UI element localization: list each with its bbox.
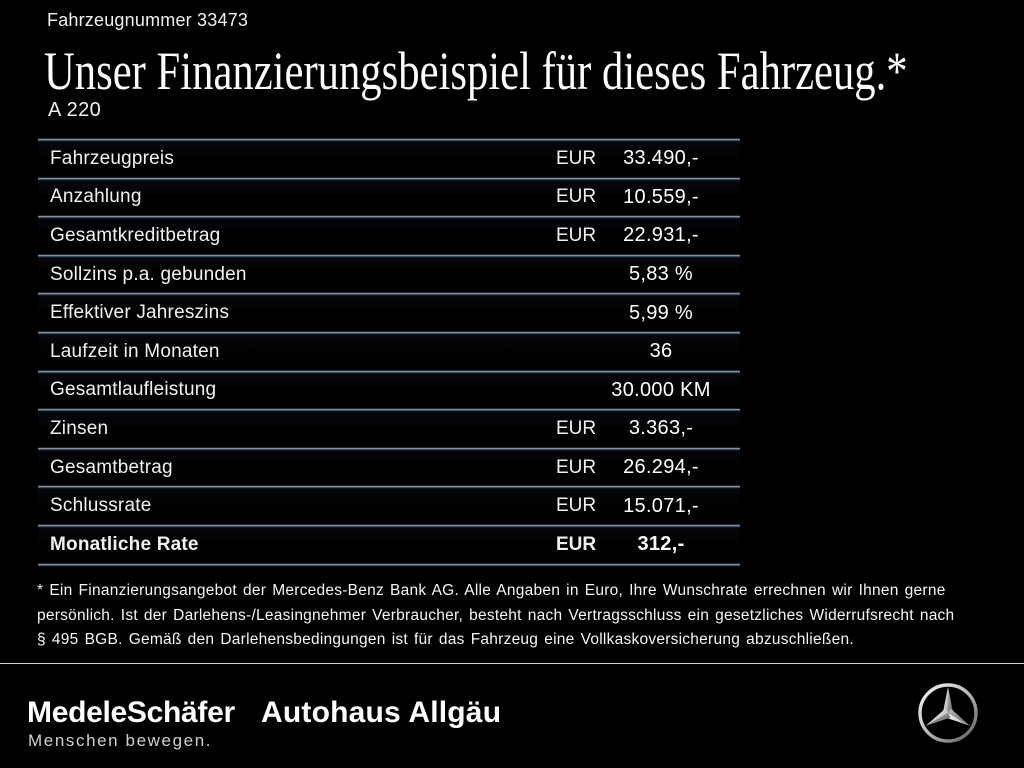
row-label: Sollzins p.a. gebunden: [50, 263, 247, 285]
table-row-divider: [38, 561, 740, 567]
row-label: Monatliche Rate: [50, 533, 199, 555]
footnote: * Ein Finanzierungsangebot der Mercedes-…: [37, 579, 954, 653]
table-row: Gesamtkreditbetrag EUR 22.931,-: [38, 219, 740, 253]
row-currency: EUR: [556, 186, 597, 208]
row-value: 5,99 %: [628, 301, 694, 324]
row-label: Effektiver Jahreszins: [50, 302, 230, 324]
row-label: Zinsen: [50, 417, 109, 439]
table-row: Effektiver Jahreszins 5,99 %: [38, 296, 740, 330]
table-row: Zinsen EUR 3.363,-: [38, 412, 740, 446]
table-row: Anzahlung EUR 10.559,-: [38, 180, 740, 215]
row-label: Schlussrate: [50, 495, 152, 517]
page-title: Unser Finanzierungsbeispiel für dieses F…: [44, 41, 908, 101]
table-row-divider: [38, 407, 740, 413]
dealer-logo-autohaus-allgaeu: Autohaus Allgäu: [261, 696, 502, 729]
row-label: Anzahlung: [50, 186, 142, 208]
table-row: Fahrzeugpreis EUR 33.490,-: [38, 142, 740, 176]
footer-divider: [0, 663, 1024, 664]
row-currency: EUR: [556, 417, 597, 439]
table-row: Monatliche Rate EUR 312,-: [38, 527, 740, 562]
row-value: 26.294,-: [623, 456, 699, 479]
table-row-divider: [38, 252, 740, 258]
row-currency: EUR: [556, 495, 597, 517]
mercedes-star-icon: [918, 683, 978, 743]
row-label: Laufzeit in Monaten: [50, 340, 220, 362]
row-currency: EUR: [556, 456, 597, 478]
row-label: Gesamtlaufleistung: [50, 379, 217, 401]
table-row-divider: [38, 137, 740, 142]
footnote-line: * Ein Finanzierungsangebot der Mercedes-…: [37, 582, 946, 599]
row-currency: EUR: [556, 147, 597, 169]
table-row-divider: [38, 214, 740, 220]
row-value: 312,-: [637, 533, 685, 556]
dealer-logo-medeleschaefer: MedeleSchäfer: [27, 696, 235, 729]
row-value: 15.071,-: [623, 494, 699, 517]
table-row-divider: [38, 522, 740, 528]
table-row: Gesamtbetrag EUR 26.294,-: [38, 450, 740, 485]
table-row: Laufzeit in Monaten 36: [38, 334, 740, 369]
row-value: 3.363,-: [628, 417, 694, 440]
table-row-divider: [38, 329, 740, 335]
table-row: Sollzins p.a. gebunden 5,83 %: [38, 257, 740, 292]
row-label: Gesamtkreditbetrag: [50, 224, 221, 246]
table-row-divider: [38, 445, 740, 451]
row-value: 33.490,-: [623, 147, 699, 170]
table-row: Schlussrate EUR 15.071,-: [38, 489, 740, 523]
row-value: 36: [649, 340, 673, 363]
row-label: Gesamtbetrag: [50, 456, 173, 478]
table-row-divider: [38, 291, 740, 297]
row-label: Fahrzeugpreis: [50, 147, 175, 169]
table-row: Gesamtlaufleistung 30.000 KM: [38, 373, 740, 408]
row-value: 22.931,-: [623, 224, 699, 247]
table-row-divider: [38, 368, 740, 374]
row-currency: EUR: [556, 224, 597, 246]
vehicle-number: Fahrzeugnummer 33473: [47, 10, 249, 30]
financing-table: Fahrzeugpreis EUR 33.490,- Anzahlung EUR 10.5…: [38, 137, 740, 567]
table-row-divider: [38, 484, 740, 490]
vehicle-model: A 220: [48, 99, 102, 121]
row-currency: EUR: [556, 533, 597, 555]
footnote-line: persönlich. Ist der Darlehens-/Leasingne…: [37, 606, 955, 624]
row-value: 30.000 KM: [611, 378, 711, 401]
row-value: 5,83 %: [628, 263, 694, 286]
table-row-divider: [38, 175, 740, 181]
row-value: 10.559,-: [623, 185, 699, 208]
dealer-tagline: Menschen bewegen.: [28, 731, 213, 750]
footnote-line: § 495 BGB. Gemäß den Darlehensbedingunge…: [37, 631, 854, 649]
